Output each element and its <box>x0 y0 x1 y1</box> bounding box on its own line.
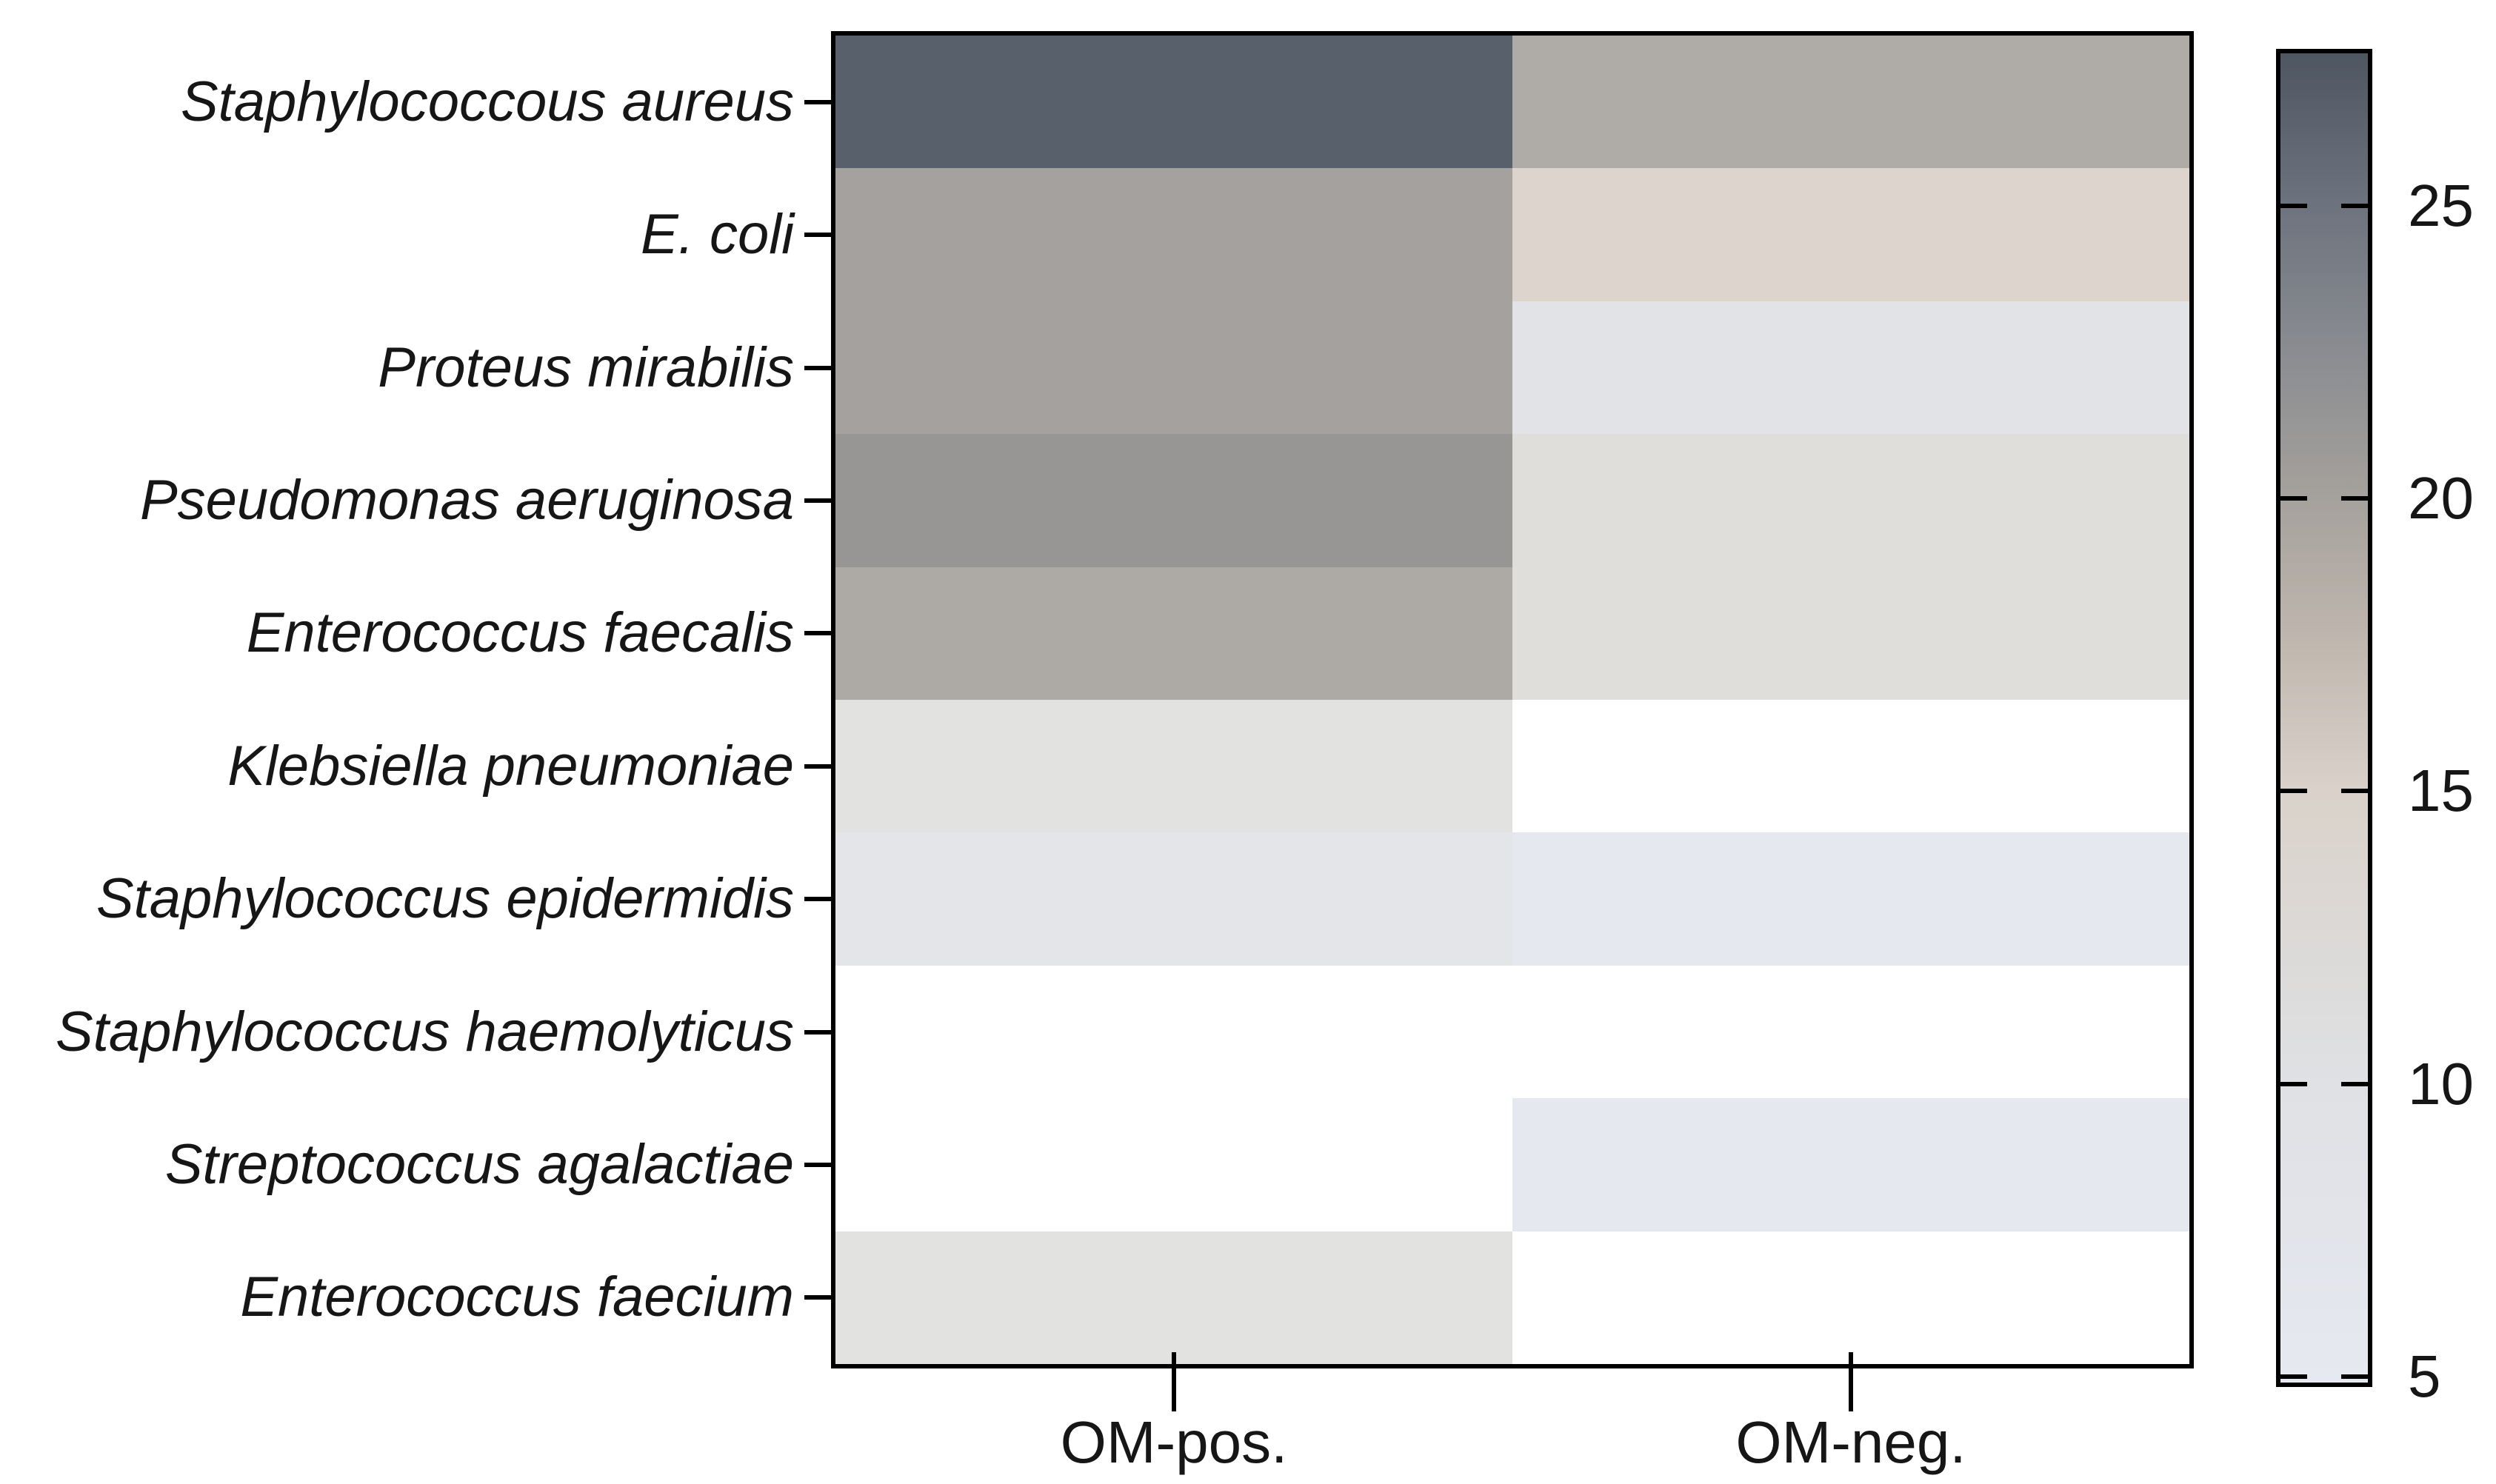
colorbar-tick <box>2280 789 2307 794</box>
colorbar-tick-label: 25 <box>2408 172 2474 238</box>
colorbar-tick-label: 20 <box>2408 464 2474 531</box>
colorbar-tick <box>2341 1374 2368 1380</box>
y-axis-tick <box>804 365 834 370</box>
colorbar-tick <box>2341 789 2368 794</box>
colorbar-tick <box>2280 1374 2307 1380</box>
y-axis-tick <box>804 631 834 636</box>
y-axis-tick <box>804 897 834 902</box>
heatmap-cell <box>1512 434 2189 567</box>
heatmap-cell <box>835 965 1512 1099</box>
heatmap-cell <box>1512 832 2189 966</box>
y-axis-tick <box>804 498 834 503</box>
heatmap-cell <box>1512 1098 2189 1231</box>
colorbar-tick <box>2341 203 2368 208</box>
heatmap-cell <box>1512 168 2189 301</box>
y-axis-tick <box>804 1162 834 1167</box>
colorbar-tick-label: 10 <box>2408 1050 2474 1117</box>
heatmap-cell <box>835 699 1512 833</box>
y-axis-label: Enterococcus faecium <box>240 1266 794 1329</box>
y-axis-label: Enterococcus faecalis <box>246 601 794 665</box>
heatmap-cell <box>1512 36 2189 169</box>
x-axis-label: OM-neg. <box>1735 1409 1966 1475</box>
x-axis-label: OM-pos. <box>1060 1409 1288 1475</box>
y-axis-label: Klebsiella pneumoniae <box>227 734 794 798</box>
y-axis-tick <box>804 1295 834 1300</box>
heatmap-cell <box>835 36 1512 169</box>
heatmap-cell <box>835 566 1512 700</box>
y-axis-label: Staphylococcus haemolyticus <box>56 1000 794 1063</box>
y-axis-label: Proteus mirabilis <box>378 335 794 399</box>
heatmap-cell <box>1512 566 2189 700</box>
heatmap-cell <box>1512 1231 2189 1364</box>
y-axis-tick <box>804 1029 834 1035</box>
y-axis-label: Staphylococcous aureus <box>180 70 794 133</box>
heatmap-cell <box>835 168 1512 301</box>
colorbar-tick <box>2341 1081 2368 1086</box>
y-axis-label: Pseudomonas aeruginosa <box>139 468 794 532</box>
y-axis-label: E. coli <box>641 203 794 267</box>
colorbar <box>2276 49 2372 1387</box>
heatmap-cell <box>835 1231 1512 1364</box>
colorbar-tick <box>2280 203 2307 208</box>
y-axis-label: Streptococcus agalactiae <box>164 1132 794 1196</box>
heatmap-cell <box>1512 301 2189 435</box>
y-axis-label: Staphylococcus epidermidis <box>96 867 794 931</box>
colorbar-tick-label: 5 <box>2408 1343 2441 1410</box>
heatmap-cell <box>835 1098 1512 1231</box>
heatmap-cell <box>1512 699 2189 833</box>
colorbar-tick <box>2341 495 2368 501</box>
heatmap-cell <box>835 301 1512 435</box>
heatmap-cell <box>1512 965 2189 1099</box>
x-axis-tick <box>1172 1352 1176 1411</box>
heatmap-cell <box>835 832 1512 966</box>
x-axis-tick <box>1849 1352 1853 1411</box>
colorbar-tick <box>2280 1081 2307 1086</box>
y-axis-tick <box>804 99 834 104</box>
heatmap-plot <box>831 31 2194 1368</box>
y-axis-tick <box>804 763 834 769</box>
colorbar-tick <box>2280 495 2307 501</box>
y-axis-tick <box>804 233 834 238</box>
heatmap-cell <box>835 434 1512 567</box>
colorbar-tick-label: 15 <box>2408 758 2474 824</box>
